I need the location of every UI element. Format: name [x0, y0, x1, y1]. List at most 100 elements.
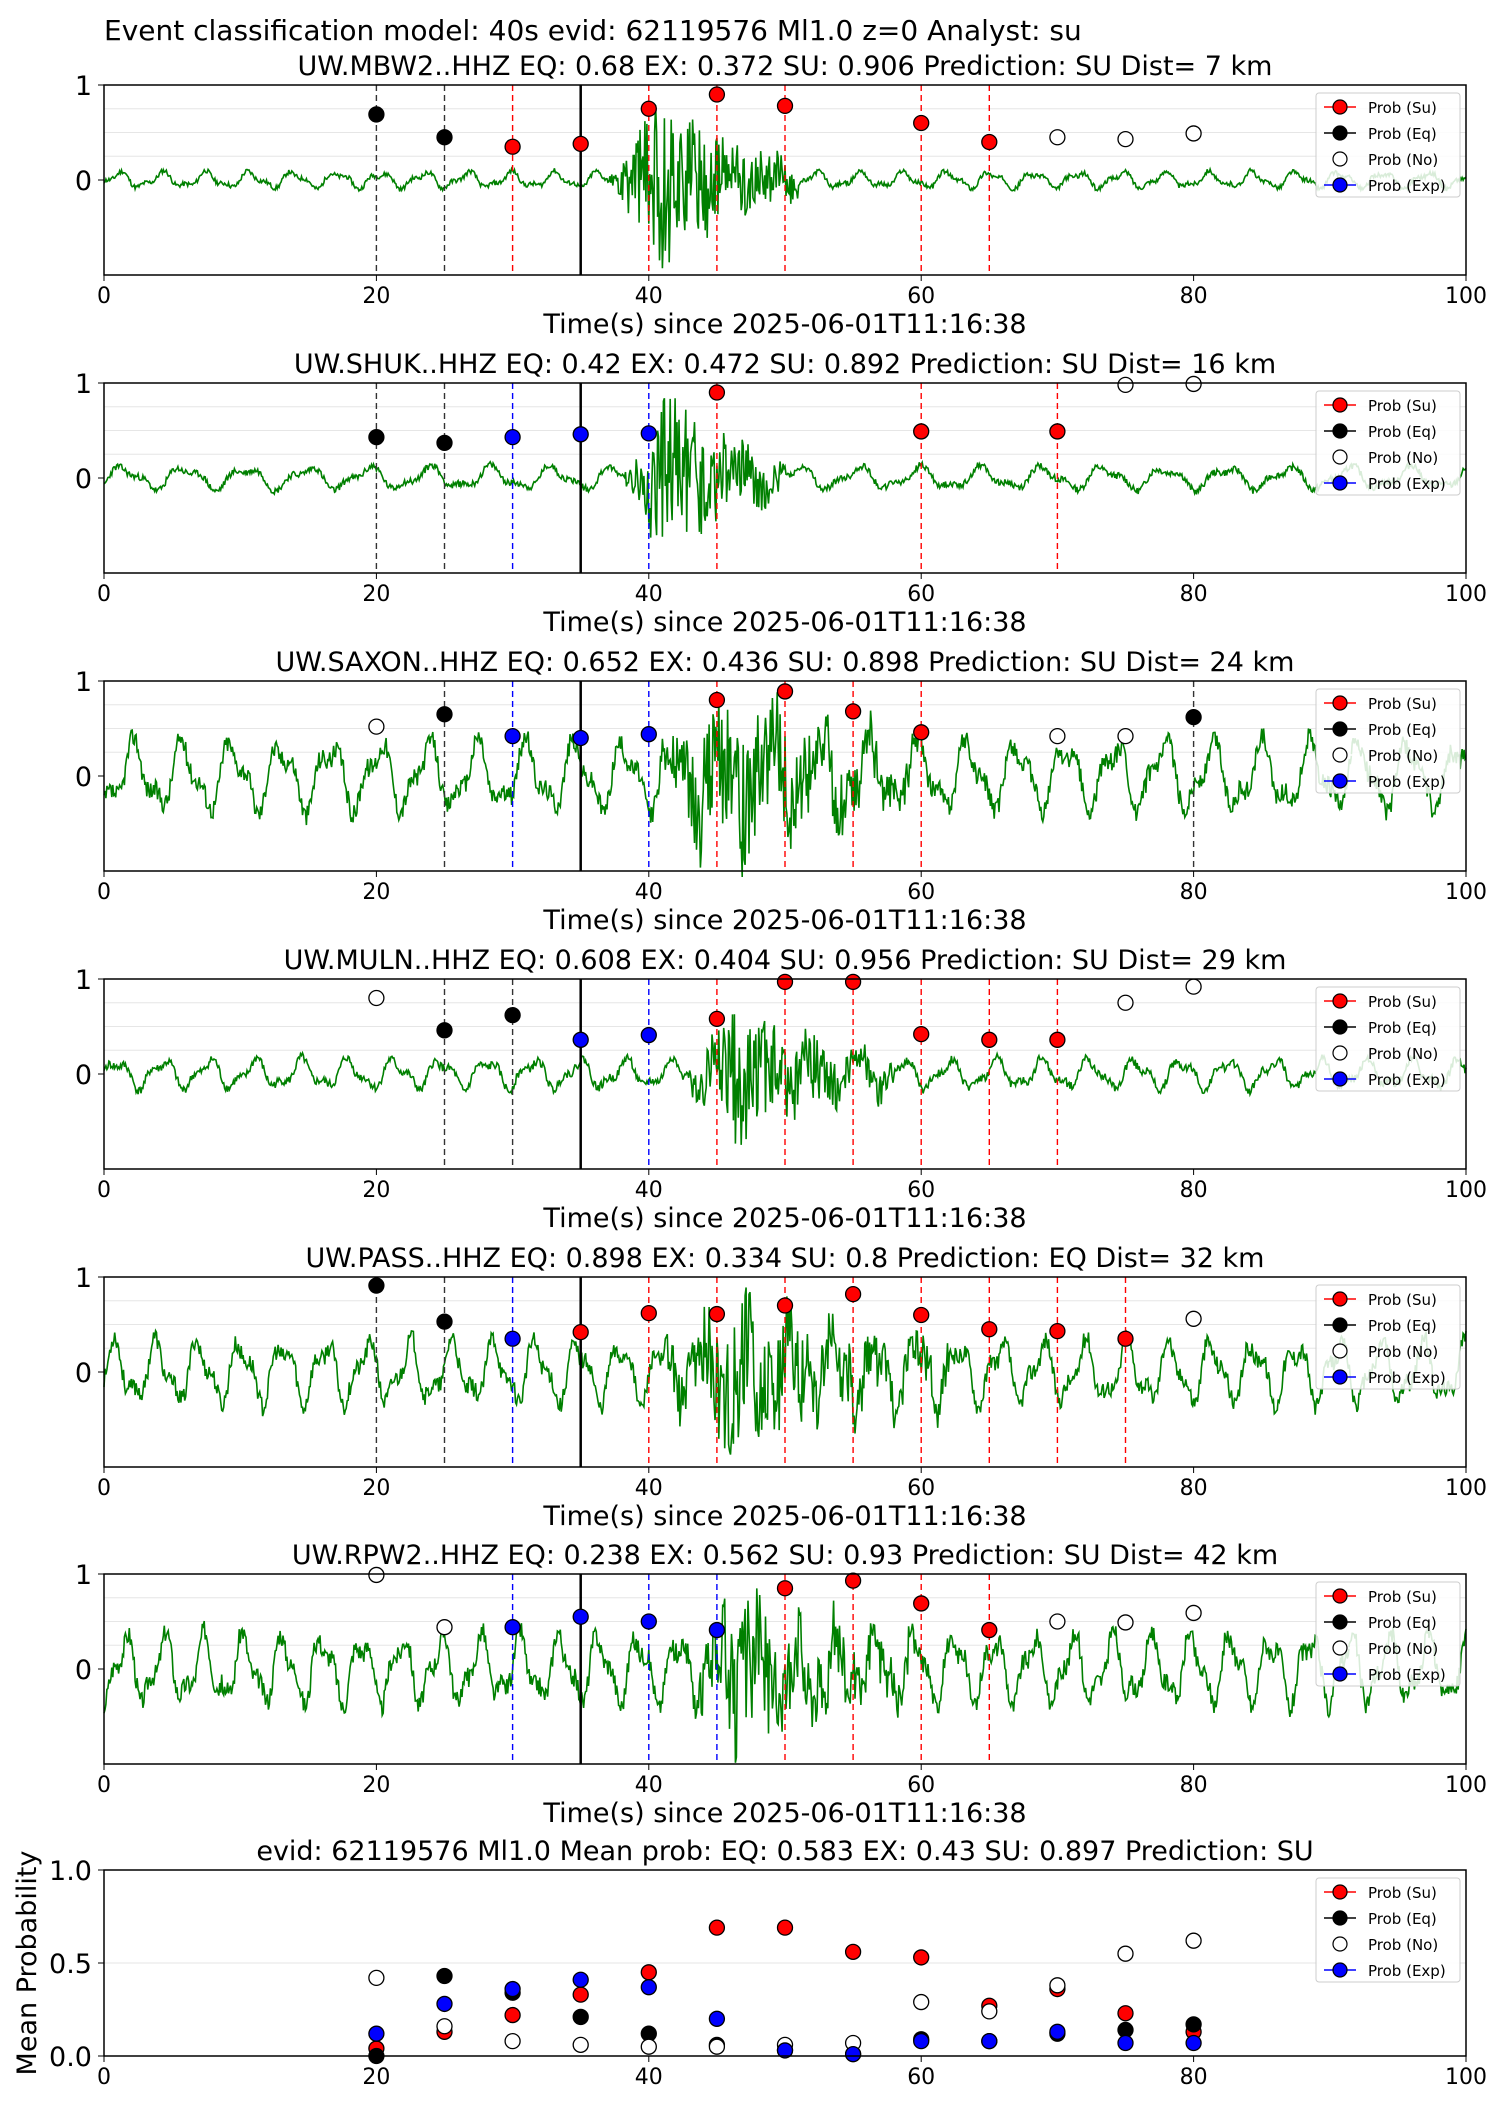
- station-panel-2-title: UW.SHUK..HHZ EQ: 0.42 EX: 0.472 SU: 0.89…: [294, 349, 1276, 380]
- station-panel-6-xtick-label: 80: [1180, 1773, 1208, 1798]
- station-panel-6-legend-marker-exp: [1332, 1666, 1348, 1682]
- station-panel-6-legend-marker-su: [1332, 1588, 1348, 1604]
- station-panel-5-point-su: [1049, 1323, 1066, 1340]
- station-panel-6-xtick-label: 60: [907, 1773, 935, 1798]
- mean-panel-point-no: [913, 1993, 930, 2011]
- station-panel-1-point-no: [1185, 125, 1202, 142]
- station-panel-1-point-eq: [436, 129, 453, 146]
- mean-panel-point-no: [1049, 1977, 1066, 1994]
- station-panel-4-point-su: [776, 973, 794, 990]
- mean-panel-point-exp: [708, 2010, 726, 2027]
- station-panel-5-point-eq: [368, 1277, 385, 1294]
- mean-panel-legend-marker-eq: [1332, 1910, 1348, 1926]
- station-panel-2-axes-frame: [103, 382, 1467, 574]
- station-panel-6-point-exp: [504, 1619, 521, 1636]
- mean-panel-point-su: [504, 2006, 521, 2024]
- station-panel-6-legend-box: [1315, 1581, 1461, 1687]
- station-panel-3-legend-marker-no: [1332, 747, 1348, 763]
- station-panel-6-legend-marker-eq: [1332, 1614, 1348, 1630]
- station-panel-1-ytick-label: 1: [75, 71, 92, 102]
- mean-panel-point-eq: [436, 1967, 453, 1985]
- station-panel-2: UW.SHUK..HHZ EQ: 0.42 EX: 0.472 SU: 0.89…: [75, 349, 1487, 638]
- station-panel-4-xtick-label: 60: [907, 1178, 935, 1203]
- station-panel-1: UW.MBW2..HHZ EQ: 0.68 EX: 0.372 SU: 0.90…: [75, 51, 1487, 340]
- station-panel-3-point-no: [1049, 727, 1066, 745]
- station-panel-4-point-no: [1185, 978, 1202, 995]
- station-panel-4-legend-marker-exp: [1332, 1071, 1348, 1087]
- station-panel-4-legend-marker-no: [1332, 1045, 1348, 1061]
- mean-panel-point-no: [504, 2032, 521, 2050]
- station-panel-2-xlabel: Time(s) since 2025-06-01T11:16:38: [542, 607, 1026, 638]
- station-panel-3-xtick-label: 40: [635, 880, 663, 905]
- station-panel-2-point-eq: [368, 428, 385, 446]
- station-panel-2-point-exp: [640, 425, 657, 442]
- station-panel-1-point-su: [708, 86, 726, 103]
- mean-panel-point-exp: [981, 2032, 998, 2050]
- mean-panel-point-su: [640, 1964, 657, 1981]
- mean-panel-point-no: [1185, 1932, 1202, 1949]
- station-panel-6-legend-label-eq: Prob (Eq): [1368, 1614, 1437, 1632]
- station-panel-3-title: UW.SAXON..HHZ EQ: 0.652 EX: 0.436 SU: 0.…: [276, 647, 1295, 678]
- station-panel-3-point-eq: [1185, 708, 1202, 726]
- mean-panel-legend-marker-exp: [1332, 1962, 1348, 1978]
- station-panel-3-point-su: [708, 691, 726, 709]
- station-panel-3-xtick-label: 60: [907, 880, 935, 905]
- station-panel-3-legend-label-no: Prob (No): [1368, 747, 1438, 765]
- mean-panel-point-no: [981, 2003, 998, 2020]
- station-panel-5-ytick-label: 1: [75, 1263, 92, 1294]
- station-panel-1-point-su: [572, 135, 589, 153]
- station-panel-1-point-no: [1117, 130, 1134, 148]
- station-panel-6-point-no: [1117, 1614, 1134, 1631]
- mean-panel-xtick-label: 100: [1445, 2065, 1487, 2090]
- station-panel-2-point-su: [913, 423, 930, 440]
- station-panel-2-ytick-label: 1: [75, 369, 92, 400]
- station-panel-6-point-su: [913, 1595, 930, 1612]
- station-panel-4-legend-label-no: Prob (No): [1368, 1045, 1438, 1063]
- station-panel-1-xtick-label: 100: [1445, 284, 1487, 309]
- mean-panel-point-exp: [1049, 2023, 1066, 2040]
- station-panel-3-legend-box: [1315, 688, 1461, 794]
- station-panel-5-point-su: [913, 1306, 930, 1324]
- station-panel-4-xtick-label: 100: [1445, 1178, 1487, 1203]
- station-panel-5-point-su: [981, 1321, 998, 1338]
- station-panel-4-point-su: [913, 1025, 930, 1043]
- station-panel-1-legend-marker-no: [1332, 151, 1348, 167]
- station-panel-6-title: UW.RPW2..HHZ EQ: 0.238 EX: 0.562 SU: 0.9…: [292, 1540, 1278, 1571]
- station-panel-4-legend-label-eq: Prob (Eq): [1368, 1019, 1437, 1037]
- station-panel-1-legend-label-su: Prob (Su): [1368, 99, 1437, 117]
- mean-panel-ylabel: Mean Probability: [12, 1851, 43, 2076]
- station-panel-2-xtick-label: 0: [97, 582, 111, 607]
- station-panel-2-point-eq: [436, 434, 453, 452]
- station-panel-3-xlabel: Time(s) since 2025-06-01T11:16:38: [542, 905, 1026, 936]
- mean-panel-point-no: [436, 2018, 453, 2035]
- station-panel-6-xlabel: Time(s) since 2025-06-01T11:16:38: [542, 1798, 1026, 1829]
- station-panel-4-point-eq: [504, 1006, 521, 1024]
- station-panel-4-point-eq: [436, 1022, 453, 1039]
- station-panel-1-title: UW.MBW2..HHZ EQ: 0.68 EX: 0.372 SU: 0.90…: [298, 51, 1273, 82]
- station-panel-2-point-exp: [504, 428, 521, 446]
- station-panel-4-xtick-label: 0: [97, 1178, 111, 1203]
- station-panel-4-xlabel: Time(s) since 2025-06-01T11:16:38: [542, 1203, 1026, 1234]
- mean-panel-point-exp: [436, 1995, 453, 2013]
- station-panel-5-point-su: [1117, 1330, 1134, 1347]
- station-panel-3-legend-marker-exp: [1332, 773, 1348, 789]
- station-panel-1-legend-box: [1315, 92, 1461, 198]
- mean-panel-point-eq: [1185, 2016, 1202, 2033]
- station-panel-2-legend-marker-su: [1332, 397, 1348, 413]
- station-panel-1-xtick-label: 80: [1180, 284, 1208, 309]
- station-panel-4-legend-box: [1315, 986, 1461, 1092]
- station-panel-5-point-su: [776, 1297, 794, 1314]
- mean-panel-axes-frame: [103, 1869, 1467, 2057]
- station-panel-4-point-exp: [572, 1031, 589, 1048]
- mean-panel-ytick-label: 0.0: [49, 2042, 92, 2073]
- mean-panel-point-su: [708, 1919, 726, 1936]
- station-panel-5-xtick-label: 40: [635, 1476, 663, 1501]
- station-panel-5-point-su: [640, 1304, 657, 1322]
- mean-panel-ytick-label: 1.0: [49, 1856, 92, 1887]
- station-panel-2-point-su: [708, 384, 726, 401]
- station-panel-2-legend-label-exp: Prob (Exp): [1368, 475, 1446, 493]
- station-panel-3-point-su: [913, 724, 930, 741]
- mean-panel-xtick-label: 40: [635, 2065, 663, 2090]
- mean-panel-point-eq: [572, 2008, 589, 2026]
- station-panel-6-axes-frame: [103, 1573, 1467, 1765]
